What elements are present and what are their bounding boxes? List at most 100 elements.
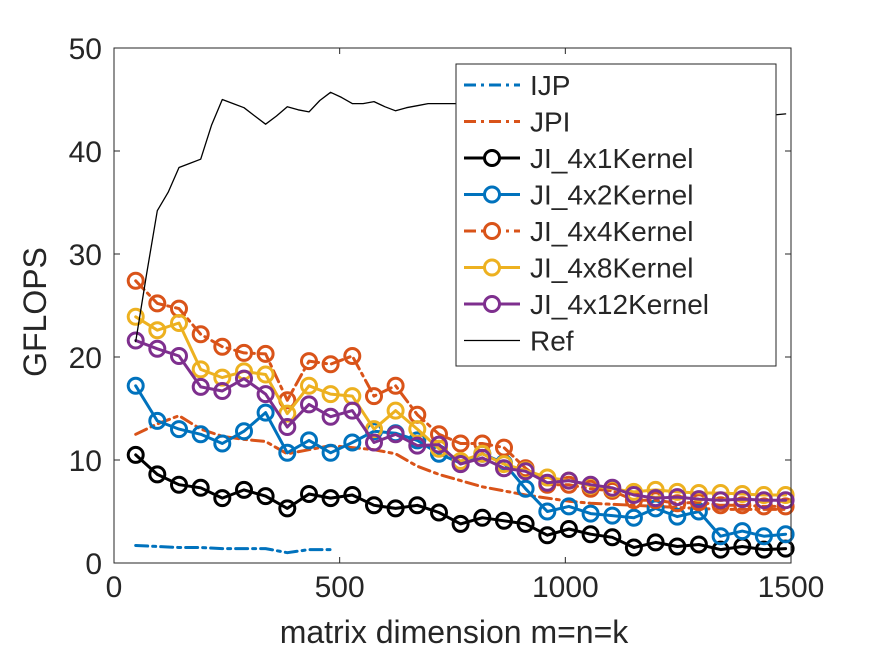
series-point-2-2 bbox=[170, 475, 188, 494]
series-point-3-21 bbox=[581, 504, 600, 523]
series-point-2-1 bbox=[148, 465, 167, 484]
series-point-4-11 bbox=[365, 387, 383, 406]
series-point-5-6 bbox=[256, 365, 275, 384]
series-point-6-24 bbox=[646, 489, 665, 508]
series-point-3-1 bbox=[148, 411, 167, 430]
series-point-6-11 bbox=[365, 433, 383, 452]
series-point-2-17 bbox=[495, 511, 513, 530]
series-point-3-22 bbox=[603, 506, 622, 525]
series-point-3-19 bbox=[538, 502, 557, 521]
series-point-5-29 bbox=[754, 486, 773, 504]
series-point-2-13 bbox=[408, 496, 427, 515]
series-line-2 bbox=[134, 453, 788, 552]
series-point-6-23 bbox=[624, 486, 643, 504]
series-point-2-29 bbox=[754, 540, 773, 559]
series-point-6-25 bbox=[668, 488, 687, 507]
legend-label-5: JI_4x8Kernel bbox=[530, 253, 693, 284]
y-axis-label: GFLOPS bbox=[17, 247, 53, 377]
series-point-2-3 bbox=[191, 478, 210, 497]
series-point-2-5 bbox=[235, 480, 253, 499]
series-point-2-21 bbox=[581, 525, 600, 544]
series-point-3-9 bbox=[321, 443, 340, 462]
series-point-2-9 bbox=[321, 489, 340, 508]
y-tick-label-2: 20 bbox=[69, 342, 102, 375]
series-point-5-2 bbox=[170, 314, 188, 332]
series-point-6-0 bbox=[126, 331, 145, 350]
series-point-6-21 bbox=[581, 475, 600, 494]
x-tick-label-1: 500 bbox=[315, 571, 365, 604]
y-tick-label-5: 50 bbox=[69, 33, 102, 66]
series-point-4-1 bbox=[148, 294, 167, 313]
series-point-3-0 bbox=[126, 376, 145, 395]
series-point-2-18 bbox=[516, 514, 535, 533]
legend-marker-4 bbox=[483, 222, 501, 240]
series-point-3-5 bbox=[235, 422, 253, 441]
series-point-4-9 bbox=[321, 355, 340, 374]
series-point-2-6 bbox=[256, 487, 275, 506]
series-point-3-23 bbox=[624, 508, 643, 527]
series-point-4-15 bbox=[451, 434, 470, 453]
legend-label-4: JI_4x4Kernel bbox=[530, 216, 693, 247]
series-point-2-10 bbox=[343, 486, 362, 504]
series-point-5-30 bbox=[776, 486, 795, 504]
series-point-3-29 bbox=[754, 527, 773, 546]
series-point-6-2 bbox=[170, 347, 188, 365]
series-point-2-26 bbox=[689, 535, 708, 554]
legend-label-3: JI_4x2Kernel bbox=[530, 180, 693, 211]
series-point-2-23 bbox=[624, 538, 643, 557]
series-point-4-0 bbox=[126, 271, 145, 290]
series-point-5-28 bbox=[733, 485, 752, 503]
series-point-6-16 bbox=[473, 448, 492, 467]
legend-marker-3 bbox=[483, 185, 501, 204]
legend-marker-5 bbox=[483, 258, 501, 277]
series-line-0 bbox=[134, 544, 333, 555]
series-point-6-30 bbox=[776, 491, 795, 510]
series-point-6-15 bbox=[451, 455, 470, 474]
series-point-6-9 bbox=[321, 407, 340, 426]
series-point-2-8 bbox=[300, 485, 318, 503]
series-point-5-0 bbox=[126, 307, 145, 326]
series-point-2-24 bbox=[646, 533, 665, 552]
series-point-6-12 bbox=[386, 425, 405, 444]
series-point-6-29 bbox=[754, 491, 773, 510]
legend-label-1: JPI bbox=[530, 107, 570, 138]
legend-label-0: IJP bbox=[530, 70, 570, 101]
series-point-6-4 bbox=[213, 382, 232, 400]
series-point-5-4 bbox=[213, 368, 232, 387]
series-point-6-22 bbox=[603, 478, 622, 497]
series-point-6-17 bbox=[495, 459, 513, 478]
series-point-2-11 bbox=[365, 496, 383, 515]
series-point-4-10 bbox=[343, 347, 362, 365]
series-point-6-27 bbox=[711, 491, 730, 510]
series-point-4-12 bbox=[386, 376, 405, 395]
series-point-3-4 bbox=[213, 434, 232, 453]
legend-marker-2 bbox=[483, 149, 501, 167]
legend-label-6: JI_4x12Kernel bbox=[530, 289, 709, 320]
series-point-5-9 bbox=[321, 385, 340, 404]
axes: 0 500 1000 1500 0 10 20 30 40 50 bbox=[69, 33, 825, 604]
y-tick-label-1: 10 bbox=[69, 445, 102, 478]
series-point-5-25 bbox=[668, 482, 687, 501]
series-point-3-8 bbox=[300, 431, 318, 450]
series-point-4-8 bbox=[300, 352, 318, 371]
x-tick-label-0: 0 bbox=[106, 571, 123, 604]
series-point-3-6 bbox=[256, 403, 275, 422]
series-point-3-30 bbox=[776, 525, 795, 544]
series-point-4-5 bbox=[235, 343, 253, 362]
series-point-2-4 bbox=[213, 489, 232, 508]
legend: IJP JPI JI_4x1Kernel JI_4x2Kernel JI_4x4Kern… bbox=[455, 63, 777, 367]
series-point-2-20 bbox=[559, 520, 578, 538]
y-tick-label-4: 40 bbox=[69, 136, 102, 169]
series-point-3-2 bbox=[170, 420, 188, 439]
series-point-6-5 bbox=[235, 369, 253, 388]
series-point-6-3 bbox=[191, 377, 210, 396]
series-point-2-16 bbox=[473, 508, 492, 527]
series-point-4-27 bbox=[711, 496, 730, 515]
series-point-6-6 bbox=[256, 385, 275, 404]
series-point-3-25 bbox=[668, 507, 687, 526]
series-point-3-18 bbox=[516, 479, 535, 498]
series-point-5-12 bbox=[386, 401, 405, 420]
plot-frame bbox=[113, 47, 792, 564]
y-tick-label-3: 30 bbox=[69, 239, 102, 272]
series-line-4 bbox=[134, 279, 788, 508]
